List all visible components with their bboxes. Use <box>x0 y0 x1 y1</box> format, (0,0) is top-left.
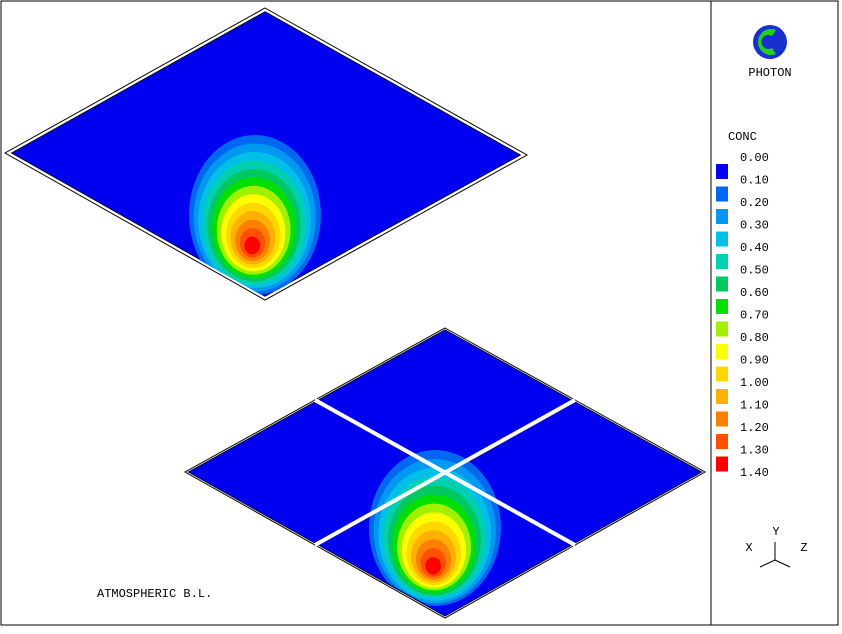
axis-x <box>759 559 776 568</box>
legend-swatch <box>716 389 728 404</box>
legend-swatch <box>716 186 728 202</box>
axis-x-label: X <box>745 541 752 555</box>
contour-band <box>244 236 261 255</box>
axis-triad: Y X Z <box>745 525 808 568</box>
legend-title: CONC <box>728 130 757 144</box>
legend-label: 1.40 <box>740 466 769 480</box>
legend-label: 1.30 <box>740 444 769 458</box>
legend-label: 0.00 <box>740 151 769 165</box>
plots <box>3 7 707 619</box>
legend-swatch <box>716 209 728 224</box>
legend-swatch <box>716 434 728 449</box>
legend-label: 1.10 <box>740 399 769 413</box>
legend-label: 0.10 <box>740 174 769 188</box>
plume <box>369 450 501 606</box>
axis-y-label: Y <box>772 525 779 539</box>
legend-swatch <box>716 254 728 269</box>
legend-label: 0.70 <box>740 309 769 323</box>
legend-swatch <box>716 276 728 292</box>
legend-swatch <box>716 321 728 337</box>
legend-swatch <box>716 299 728 314</box>
legend-swatch <box>716 366 728 382</box>
plume <box>189 135 321 295</box>
legend-label: 0.50 <box>740 264 769 278</box>
logo-mark <box>758 28 776 56</box>
contour-band <box>425 557 441 575</box>
legend-label: 1.00 <box>740 376 769 390</box>
caption: ATMOSPHERIC B.L. <box>97 587 212 601</box>
legend-label: 0.40 <box>740 241 769 255</box>
legend-swatch <box>716 411 728 427</box>
legend-swatch <box>716 344 728 359</box>
legend-swatch <box>716 456 728 472</box>
legend-label: 0.80 <box>740 331 769 345</box>
logo: PHOTON <box>748 25 792 80</box>
legend-label: 0.90 <box>740 354 769 368</box>
logo-text: PHOTON <box>748 66 791 80</box>
legend-label: 0.20 <box>740 196 769 210</box>
legend-label: 0.30 <box>740 219 769 233</box>
axis-z <box>774 559 791 568</box>
legend-swatch <box>716 231 728 247</box>
legend: 0.00 0.10 0.20 0.30 0.40 0.50 0.60 0.70 0.80 0.90… <box>716 151 769 480</box>
legend-label: 1.20 <box>740 421 769 435</box>
legend-swatch <box>716 164 728 179</box>
axis-z-label: Z <box>800 541 807 555</box>
tile-gap <box>314 398 576 547</box>
legend-label: 0.60 <box>740 286 769 300</box>
